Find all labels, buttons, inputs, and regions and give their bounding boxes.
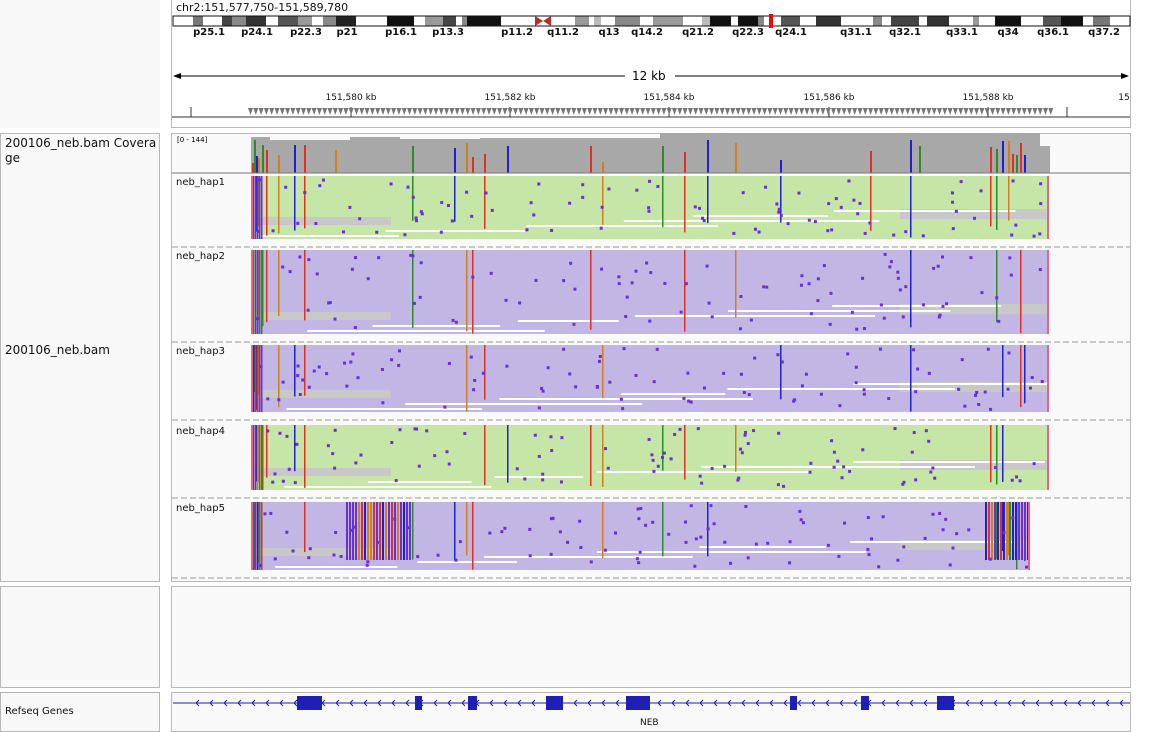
genes-track-name[interactable]: Refseq Genes	[5, 706, 74, 717]
current-region-marker	[769, 14, 773, 28]
ruler-tick-label: 15	[1118, 93, 1130, 103]
ruler-tick-label: 151,588 kb	[962, 93, 1014, 103]
cytoband-label: p25.1	[193, 27, 225, 38]
gene-exon[interactable]	[626, 696, 650, 710]
haplotype-group[interactable]	[172, 250, 1130, 343]
header-left-panel	[0, 0, 160, 128]
haplotype-group[interactable]	[172, 425, 1130, 499]
haplotype-label: neb_hap5	[176, 503, 226, 514]
cytoband-label: p24.1	[241, 27, 273, 38]
coverage-track-name[interactable]: 200106_neb.bam Coverage	[5, 136, 157, 165]
locus-label: chr2:151,577,750-151,589,780	[176, 1, 349, 14]
empty-left-panel	[0, 586, 160, 688]
haplotype-group[interactable]	[172, 345, 1130, 421]
haplotype-group[interactable]	[172, 176, 1130, 248]
ruler-tick-label: 151,582 kb	[484, 93, 536, 103]
cytoband-label: q32.1	[889, 27, 921, 38]
cytoband-label: q31.1	[840, 27, 872, 38]
alignment-view[interactable]	[0, 0, 1150, 590]
genes-panel[interactable]	[171, 692, 1131, 732]
cytoband-label: q22.3	[732, 27, 764, 38]
chromosome-ideogram[interactable]	[0, 0, 1150, 40]
haplotype-label: neb_hap4	[176, 426, 226, 437]
haplotype-label: neb_hap2	[176, 251, 226, 262]
cytoband-label: q37.2	[1088, 27, 1120, 38]
cytoband-label: p21	[336, 27, 358, 38]
gene-exon[interactable]	[937, 696, 954, 710]
cytoband-label: p11.2	[501, 27, 533, 38]
span-label: 12 kb	[632, 69, 666, 83]
haplotype-label: neb_hap1	[176, 177, 226, 188]
cytoband-label: q36.1	[1037, 27, 1069, 38]
coverage-track	[251, 133, 1050, 173]
coverage-range: [0 - 144]	[177, 136, 208, 144]
cytoband-label: q34	[997, 27, 1019, 38]
cytoband-label: q11.2	[547, 27, 579, 38]
cytoband-label: q13	[598, 27, 620, 38]
gene-exon[interactable]	[546, 696, 563, 710]
cytoband-label: p22.3	[290, 27, 322, 38]
empty-panel[interactable]	[171, 586, 1131, 688]
cytoband-label: q14.2	[631, 27, 663, 38]
cytoband-label: p13.3	[432, 27, 464, 38]
gene-name: NEB	[640, 718, 659, 728]
alignment-left-panel	[0, 133, 160, 582]
ruler-tick-label: 151,580 kb	[325, 93, 377, 103]
gene-exon[interactable]	[468, 696, 477, 710]
span-arrow	[173, 68, 1129, 84]
gene-exon[interactable]	[861, 696, 869, 710]
ruler-tick-label: 151,586 kb	[803, 93, 855, 103]
ruler-tick-label: 151,584 kb	[643, 93, 695, 103]
haplotype-group[interactable]	[172, 502, 1130, 579]
gene-exon[interactable]	[790, 696, 797, 710]
gene-exon[interactable]	[415, 696, 422, 710]
cytoband-label: q24.1	[775, 27, 807, 38]
ruler[interactable]	[0, 0, 1150, 128]
alignment-track-name[interactable]: 200106_neb.bam	[5, 343, 110, 357]
gene-exon[interactable]	[297, 696, 322, 710]
haplotype-label: neb_hap3	[176, 346, 226, 357]
genes-left-panel	[0, 692, 160, 732]
cytoband-label: p16.1	[385, 27, 417, 38]
cytoband-label: q21.2	[682, 27, 714, 38]
cytoband-label: q33.1	[946, 27, 978, 38]
